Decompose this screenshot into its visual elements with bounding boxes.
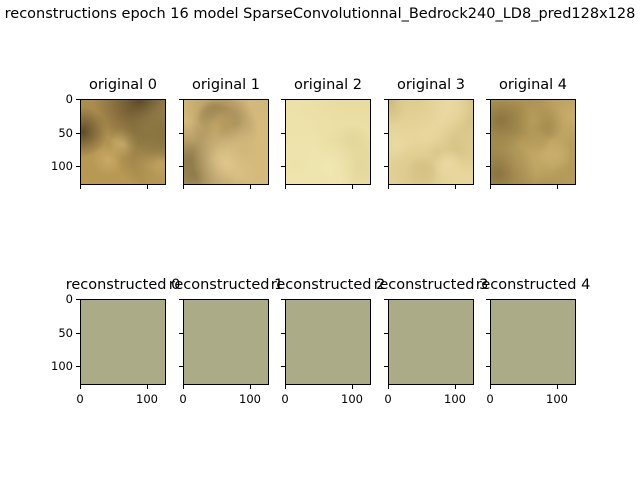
reconstructed-ytick-label-50: 50 [58,326,73,340]
reconstructed-xtick-label-4-0: 0 [486,392,494,406]
reconstructed-title-3: reconstructed 3 [373,277,489,293]
reconstructed-ytick-0-0 [76,299,80,300]
original-xtick-4-0 [490,185,491,189]
reconstructed-title-4: reconstructed 4 [475,277,591,293]
reconstructed-xtick-label-3-0: 0 [384,392,392,406]
original-ytick-1-0 [179,99,183,100]
reconstructed-ytick-2-0 [281,299,285,300]
reconstructed-xtick-label-1-100: 100 [239,392,261,406]
original-xtick-2-0 [285,185,286,189]
reconstructed-ytick-4-0 [486,299,490,300]
original-ytick-0-0 [76,99,80,100]
reconstructed-ytick-1-0 [179,299,183,300]
reconstructed-xtick-0-0 [80,385,81,389]
reconstructed-xtick-1-0 [183,385,184,389]
original-title-1: original 1 [191,77,261,93]
original-ytick-3-0 [384,99,388,100]
reconstructed-image-3 [388,299,474,385]
reconstructed-image-0 [80,299,166,385]
figure-suptitle: reconstructions epoch 16 model SparseCon… [4,6,636,22]
reconstructed-title-0: reconstructed 0 [65,277,181,293]
original-ytick-2-0 [281,99,285,100]
original-title-3: original 3 [396,77,466,93]
reconstructed-xtick-0-100 [147,385,148,389]
reconstructed-xtick-4-0 [490,385,491,389]
reconstructed-ytick-2-50 [281,333,285,334]
reconstructed-xtick-label-2-0: 0 [281,392,289,406]
reconstructed-xtick-2-0 [285,385,286,389]
original-title-2: original 2 [293,77,363,93]
reconstructed-xtick-label-0-0: 0 [76,392,84,406]
reconstructed-xtick-label-1-0: 0 [179,392,187,406]
reconstructed-ytick-label-100: 100 [51,359,73,373]
original-ytick-0-50 [76,133,80,134]
original-ytick-label-0: 0 [65,92,73,106]
reconstructed-xtick-label-3-100: 100 [444,392,466,406]
original-ytick-label-50: 50 [58,126,73,140]
reconstructed-ytick-1-50 [179,333,183,334]
original-ytick-3-50 [384,133,388,134]
reconstructed-ytick-4-100 [486,366,490,367]
original-xtick-3-100 [455,185,456,189]
original-ytick-label-100: 100 [51,159,73,173]
reconstructed-image-2 [285,299,371,385]
reconstructed-xtick-2-100 [352,385,353,389]
reconstructed-ytick-2-100 [281,366,285,367]
original-image-4 [490,99,576,185]
original-xtick-0-100 [147,185,148,189]
reconstructed-ytick-4-50 [486,333,490,334]
original-xtick-1-100 [250,185,251,189]
reconstructed-ytick-0-50 [76,333,80,334]
reconstructed-image-4 [490,299,576,385]
original-title-0: original 0 [88,77,158,93]
reconstructed-xtick-label-0-100: 100 [136,392,158,406]
reconstructed-ytick-0-100 [76,366,80,367]
original-ytick-1-100 [179,166,183,167]
original-xtick-2-100 [352,185,353,189]
original-image-2 [285,99,371,185]
reconstructed-xtick-label-4-100: 100 [546,392,568,406]
reconstructed-xtick-label-2-100: 100 [341,392,363,406]
original-image-0 [80,99,166,185]
reconstructed-title-2: reconstructed 2 [270,277,386,293]
original-image-1 [183,99,269,185]
reconstructed-xtick-3-0 [388,385,389,389]
original-ytick-4-50 [486,133,490,134]
original-ytick-2-50 [281,133,285,134]
reconstructed-xtick-4-100 [557,385,558,389]
reconstructed-ytick-1-100 [179,366,183,367]
reconstructed-ytick-3-0 [384,299,388,300]
reconstructed-xtick-3-100 [455,385,456,389]
reconstructed-ytick-3-100 [384,366,388,367]
reconstructed-ytick-3-50 [384,333,388,334]
original-ytick-1-50 [179,133,183,134]
original-xtick-1-0 [183,185,184,189]
reconstructed-title-1: reconstructed 1 [168,277,284,293]
original-xtick-3-0 [388,185,389,189]
original-ytick-4-0 [486,99,490,100]
reconstructed-xtick-1-100 [250,385,251,389]
original-image-3 [388,99,474,185]
reconstructed-image-1 [183,299,269,385]
original-ytick-2-100 [281,166,285,167]
original-xtick-0-0 [80,185,81,189]
original-xtick-4-100 [557,185,558,189]
original-ytick-4-100 [486,166,490,167]
original-title-4: original 4 [498,77,568,93]
original-ytick-0-100 [76,166,80,167]
reconstructed-ytick-label-0: 0 [65,292,73,306]
original-ytick-3-100 [384,166,388,167]
